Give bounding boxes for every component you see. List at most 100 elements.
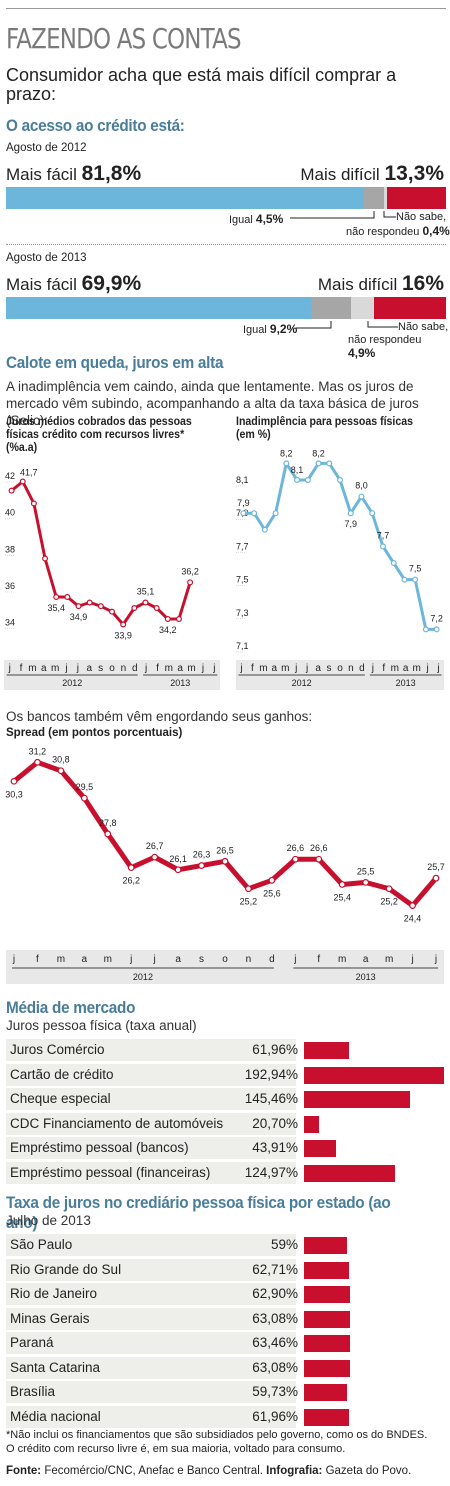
unknown-2012-line1: Não sabe, — [396, 211, 447, 223]
data-label: 7,2 — [430, 613, 443, 623]
month-tick-label: o — [109, 663, 115, 674]
data-point — [294, 477, 301, 484]
month-tick-label: j — [410, 954, 413, 965]
month-tick-label: o — [222, 954, 228, 965]
chart2-title: Inadimplência para pessoas físicas (em %… — [236, 416, 414, 441]
spread-label: 30,8 — [52, 755, 70, 765]
y-tick-label: 34 — [5, 618, 15, 628]
bar-easier-2013 — [6, 297, 311, 319]
data-label: 7,9 — [237, 498, 250, 508]
row-value: 61,96% — [252, 1408, 298, 1424]
row-name: Paraná — [10, 1335, 54, 1350]
data-point — [358, 493, 365, 500]
month-tick-label: d — [269, 954, 275, 965]
row-value: 63,08% — [252, 1359, 298, 1375]
data-label: 33,9 — [114, 631, 132, 641]
data-point — [261, 526, 268, 533]
row-bar — [304, 1286, 350, 1303]
data-point — [153, 605, 160, 612]
month-tick-label: j — [153, 954, 156, 965]
row-value: 61,96% — [252, 1042, 298, 1057]
row-name: Rio Grande do Sul — [10, 1261, 122, 1277]
month-tick-label: j — [129, 954, 132, 965]
data-label: 35,4 — [47, 603, 65, 613]
data-label: 7,7 — [377, 530, 390, 540]
month-tick-label: n — [348, 663, 354, 674]
data-label: 34,2 — [159, 625, 177, 635]
data-point — [187, 579, 194, 586]
month-tick-label: f — [20, 663, 23, 674]
data-point — [97, 603, 104, 610]
month-tick-label: j — [434, 954, 437, 965]
bar-easier-2012 — [6, 187, 364, 209]
spread-point — [174, 866, 182, 874]
data-point — [142, 599, 149, 606]
table-row: São Paulo 59% — [6, 1234, 446, 1256]
month-tick-label: m — [259, 663, 267, 674]
row-bar — [304, 1359, 350, 1377]
source-line: Fonte: Fecomércio/CNC, Anefac e Banco Ce… — [6, 1465, 412, 1477]
month-tick-label: m — [51, 663, 59, 674]
spread-label: 26,6 — [287, 843, 305, 853]
month-tick-label: s — [199, 954, 204, 965]
data-label: 34,9 — [70, 612, 88, 622]
bank-text: Os bancos também vêm engordando seus gan… — [6, 709, 313, 724]
easier-2013: Mais fácil 69,9% — [6, 272, 142, 295]
row-background — [6, 1137, 296, 1159]
data-point — [53, 594, 60, 601]
bar-equal-2013 — [311, 297, 351, 319]
bar-harder-2013 — [374, 297, 446, 319]
data-point — [326, 460, 333, 467]
table-row: Juros Comércio 61,96% — [6, 1039, 446, 1061]
row-value: 145,46% — [244, 1091, 298, 1106]
data-point — [42, 555, 49, 562]
spread-point — [315, 855, 323, 863]
table-row: Minas Gerais 63,08% — [6, 1307, 446, 1330]
row-value: 62,71% — [252, 1261, 298, 1277]
spread-label: 26,3 — [193, 850, 211, 860]
period-2013: Agosto de 2013 — [6, 252, 87, 264]
spread-point — [245, 885, 252, 893]
spread-point — [221, 857, 229, 865]
data-point — [272, 510, 279, 517]
year-label-2013: 2013 — [356, 972, 376, 982]
states-subheading: Julho de 2013 — [6, 1213, 91, 1228]
month-tick-label: m — [165, 663, 173, 674]
y-tick-label: 8,1 — [236, 475, 249, 485]
spread-label: 25,4 — [333, 893, 351, 903]
spread-point — [34, 758, 41, 766]
month-tick-label: n — [121, 663, 127, 674]
credit-bar-2013 — [6, 297, 446, 319]
table-row: Santa Catarina 63,08% — [6, 1356, 446, 1379]
row-background — [6, 1258, 296, 1281]
spread-point — [198, 862, 205, 869]
data-point — [131, 605, 138, 612]
table-row: Média nacional 61,96% — [6, 1405, 446, 1428]
page-title: FAZENDO AS CONTAS — [6, 22, 242, 55]
month-tick-label: m — [57, 954, 65, 965]
spread-label: 24,4 — [404, 914, 422, 924]
row-bar — [304, 1140, 336, 1157]
harder-2013: Mais difícil 16% — [317, 272, 444, 295]
row-bar — [304, 1042, 349, 1059]
table-row: Brasília 59,73% — [6, 1381, 446, 1403]
row-name: Cheque especial — [10, 1091, 111, 1106]
spread-point — [80, 794, 88, 802]
row-value: 62,90% — [252, 1286, 298, 1301]
spread-label: 26,5 — [216, 845, 234, 855]
year-label-2013: 2013 — [396, 678, 416, 688]
bar-unknown-2013 — [351, 297, 374, 319]
top-rule — [6, 8, 446, 9]
bar-leaders-2012 — [290, 211, 396, 219]
data-point — [401, 576, 408, 583]
month-tick-label: j — [8, 663, 11, 674]
series-line — [10, 480, 192, 626]
spread-point — [385, 885, 393, 893]
month-tick-label: j — [12, 954, 15, 965]
row-bar — [304, 1261, 350, 1279]
data-point — [412, 576, 419, 583]
data-point — [175, 616, 182, 623]
row-background — [6, 1307, 296, 1330]
spread-point — [338, 881, 346, 888]
